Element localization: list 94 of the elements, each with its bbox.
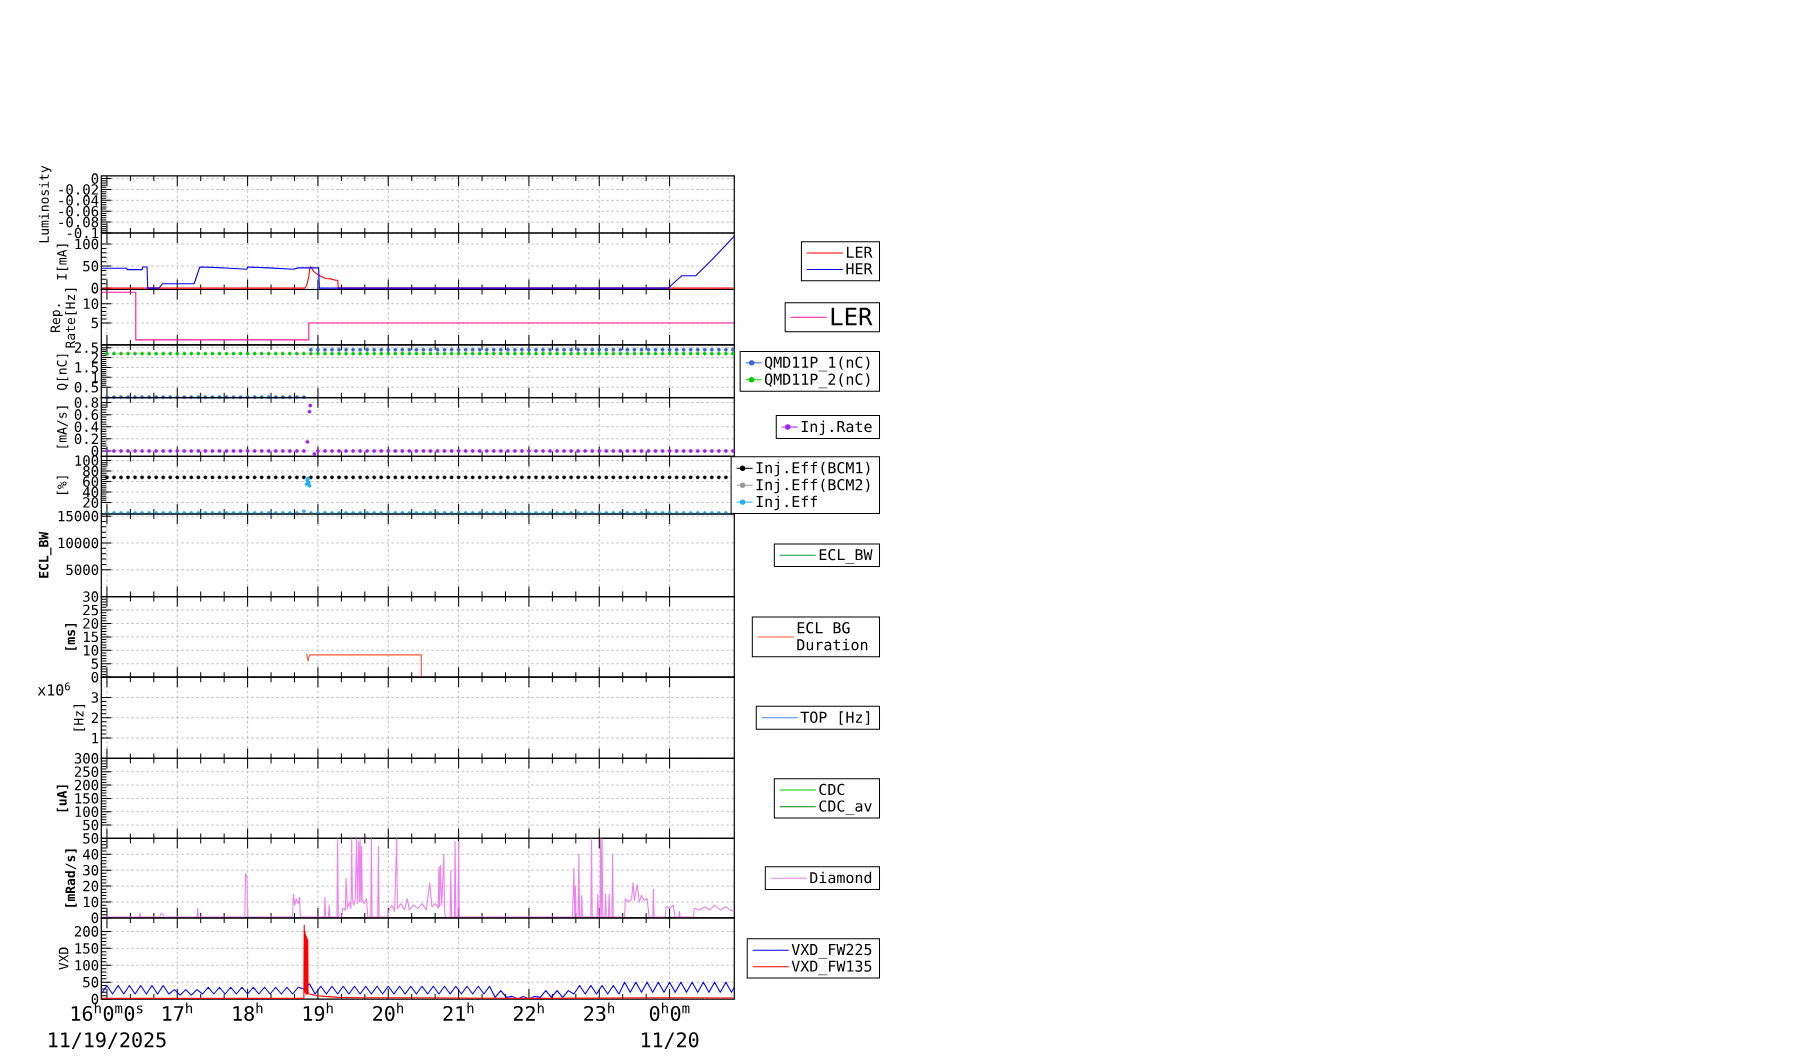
y-tick-label: -0.06 [59, 205, 99, 217]
y-tick-label: 150 [75, 943, 99, 954]
y-axis-title: [ms] [65, 623, 77, 650]
y-tick-label: 1 [92, 732, 99, 744]
y-tick-label: -0.1 [67, 227, 99, 239]
text: 11/19/2025 [49, 1032, 166, 1049]
legend-label: Inj.Rate [801, 420, 872, 436]
legend-label: TOP [Hz] [800, 711, 870, 725]
legend-label: Inj.Eff(BCM1) [756, 461, 870, 477]
y-tick-label: 50 [83, 833, 99, 844]
text: 11/20 [641, 1032, 699, 1049]
y-tick-label: 200 [74, 779, 99, 791]
y-tick-label: 0 [91, 282, 99, 294]
legend-label: VXD_FW135 [791, 960, 872, 976]
y-tick-label: 25 [83, 604, 98, 616]
y-tick-label: 200 [74, 926, 99, 937]
text: x10$^{6}$ [37, 682, 70, 696]
y-tick-label: 10 [83, 298, 99, 310]
y-axis-title: Luminosity [38, 165, 52, 243]
y-tick-label: -0.02 [59, 184, 98, 195]
y-tick-label: 0.2 [74, 433, 98, 445]
y-tick-label: 0.4 [74, 421, 99, 433]
y-tick-label: 15 [83, 631, 98, 643]
y-axis-title: Rep. Rate[Hz] [50, 288, 77, 348]
y-axis-title: [Hz] [73, 705, 86, 731]
y-tick-label: 60 [83, 476, 99, 487]
y-tick-label: 10000 [58, 537, 99, 549]
y-tick-label: 100 [75, 806, 99, 818]
legend-label: HER [846, 263, 873, 275]
y-tick-label: 5000 [66, 564, 99, 576]
legend-label: CDC [819, 783, 845, 796]
y-axis-title: VXD [58, 947, 69, 970]
legend-label: Inj.Eff [756, 495, 818, 511]
y-tick-label: 100 [75, 455, 99, 466]
legend-label: CDC_av [819, 800, 872, 816]
legend-label: LER [831, 307, 873, 326]
y-tick-label: 0.6 [74, 409, 99, 420]
y-tick-label: 10 [83, 645, 99, 656]
legend-label: QMD11P_2(nC) [765, 373, 870, 389]
legend-label: ECL BG Duration [797, 622, 868, 651]
y-tick-label: 40 [82, 848, 99, 860]
x-tick-label: 19$^{h}$ [303, 1002, 333, 1022]
y-tick-label: 0 [91, 671, 99, 683]
y-axis-title: [mA/s] [56, 406, 69, 448]
y-tick-label: 2 [91, 352, 98, 363]
y-tick-label: 250 [74, 766, 99, 778]
y-tick-label: -0.04 [59, 195, 99, 206]
x-tick-label: 22$^{h}$ [513, 1002, 544, 1021]
y-tick-label: 50 [83, 260, 99, 272]
y-tick-label: 50 [83, 819, 99, 831]
y-tick-label: -0.08 [59, 216, 99, 228]
y-tick-label: 80 [83, 465, 99, 477]
x-tick-label: 21$^{h}$ [443, 1002, 474, 1021]
x-tick-label: 17$^{h}$ [163, 1002, 193, 1021]
y-axis-title: [%] [56, 476, 69, 494]
y-axis-title: [uA] [56, 785, 69, 812]
y-tick-label: 1.5 [75, 362, 98, 373]
y-tick-label: 5 [91, 317, 98, 329]
y-tick-label: 0.5 [74, 381, 98, 393]
y-tick-label: 40 [82, 486, 99, 498]
legend-label: VXD_FW225 [791, 943, 872, 959]
y-tick-label: 20 [83, 618, 99, 629]
y-tick-label: 0 [91, 445, 99, 457]
legend-label: QMD11P_1(nC) [765, 356, 870, 372]
y-axis-title: I[mA] [56, 244, 69, 280]
y-tick-label: 0 [91, 912, 99, 924]
x-tick-label: 0$^{h}$0$^{m}$ [649, 1002, 690, 1022]
x-tick-label: 20$^{h}$ [373, 1002, 404, 1022]
y-tick-label: 0.8 [74, 397, 99, 408]
y-axis-title: ECL_BW [38, 531, 52, 578]
y-tick-label: 2 [91, 712, 98, 723]
x-tick-label: 18$^{h}$ [233, 1002, 263, 1022]
legend-label: Inj.Eff(BCM2) [756, 478, 870, 494]
y-tick-label: 20 [83, 880, 99, 892]
y-tick-label: 30 [83, 591, 99, 602]
y-axis-title: [mRad/s] [65, 849, 77, 907]
y-tick-label: 20 [83, 497, 99, 508]
y-tick-label: 0 [91, 173, 99, 184]
y-tick-label: 5 [91, 658, 98, 669]
y-tick-label: 15000 [58, 510, 99, 522]
legend-label: LER [846, 246, 873, 258]
y-tick-label: 30 [83, 864, 99, 876]
legend-label: ECL_BW [819, 548, 873, 564]
y-tick-label: 2.5 [74, 342, 98, 353]
legend-label: Diamond [810, 871, 872, 884]
y-axis-title: Q[nC] [56, 354, 69, 391]
y-tick-label: 10 [83, 896, 99, 908]
y-tick-label: 150 [75, 793, 99, 804]
y-tick-label: 300 [74, 753, 99, 764]
x-tick-label: 23$^{h}$ [584, 1002, 615, 1022]
y-tick-label: 3 [91, 692, 99, 703]
y-tick-label: 100 [75, 959, 99, 971]
y-tick-label: 100 [75, 238, 99, 250]
y-tick-label: 50 [83, 976, 99, 988]
